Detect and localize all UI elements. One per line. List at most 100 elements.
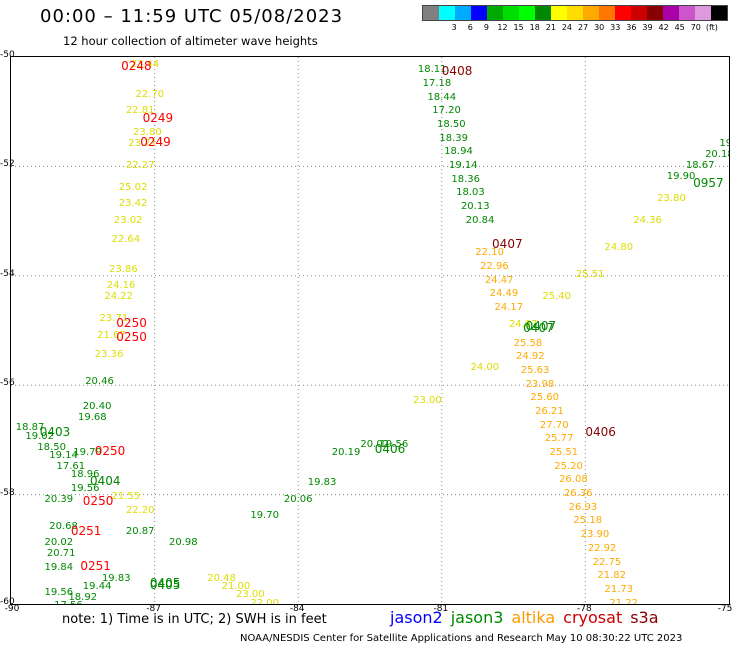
wave-height-label: 19.44 bbox=[82, 581, 112, 593]
latitude-tick-label: -54 bbox=[0, 268, 15, 279]
legend-swatch bbox=[599, 6, 615, 20]
legend-swatch bbox=[583, 6, 599, 20]
wave-height-label: 18.44 bbox=[427, 91, 457, 103]
wave-height-label: 19.56 bbox=[379, 438, 409, 450]
wave-height-label: 18.94 bbox=[444, 146, 473, 158]
satellite-legend-altika: altika bbox=[511, 608, 556, 627]
pass-time-label: 0248 bbox=[121, 58, 152, 73]
color-scale-legend: 3 6 9 12 15 18 21 24 27 30 33 36 39 42 45 70 (ft) bbox=[422, 5, 728, 35]
wave-height-label: 20.87 bbox=[125, 526, 155, 538]
wave-height-label: 26.21 bbox=[535, 406, 564, 418]
satellite-legend-cryosat: cryosat bbox=[563, 608, 623, 627]
legend-swatch bbox=[567, 6, 583, 20]
wave-height-label: 17.56 bbox=[54, 601, 83, 604]
wave-height-label: 19.56 bbox=[44, 586, 74, 598]
pass-time-label: 0250 bbox=[94, 444, 126, 459]
wave-height-label: 22.27 bbox=[125, 159, 155, 171]
wave-height-label: 19.56 bbox=[70, 482, 100, 494]
wave-height-label: 20.84 bbox=[465, 214, 495, 226]
wave-height-label: 17.18 bbox=[422, 77, 452, 89]
wave-height-label: 25.58 bbox=[513, 337, 543, 349]
legend-label: 3 bbox=[451, 23, 457, 32]
wave-height-label: 25.20 bbox=[554, 460, 583, 472]
footer-note: note: 1) Time is in UTC; 2) SWH is in fe… bbox=[62, 612, 327, 627]
wave-height-label: 19.14 bbox=[49, 449, 78, 461]
legend-swatch bbox=[471, 6, 487, 20]
legend-swatch bbox=[711, 6, 727, 20]
latitude-tick-label: -50 bbox=[0, 50, 15, 60]
longitude-tick-label: -90 bbox=[4, 604, 20, 614]
wave-height-label: 21.82 bbox=[597, 570, 626, 582]
wave-height-label: 23.42 bbox=[118, 198, 148, 210]
wave-height-label: 21.55 bbox=[111, 490, 141, 502]
pass-time-label: 0405 bbox=[149, 578, 181, 593]
wave-height-label: 22.20 bbox=[125, 504, 155, 516]
wave-height-label: 23.80 bbox=[657, 192, 686, 204]
legend-label: 24 bbox=[561, 23, 573, 32]
wave-height-label: 25.40 bbox=[542, 291, 571, 303]
legend-label: 15 bbox=[513, 23, 524, 32]
wave-height-label: 20.68 bbox=[49, 520, 78, 532]
satellite-legend-jason2: jason2 bbox=[390, 608, 443, 627]
wave-height-label: 24.92 bbox=[515, 351, 545, 363]
pass-time-label: 0251 bbox=[70, 523, 102, 538]
legend-label: 27 bbox=[577, 23, 589, 32]
wave-height-label: 24.49 bbox=[489, 288, 519, 300]
wave-height-label: 24.47 bbox=[484, 274, 514, 286]
wave-height-label: 19.83 bbox=[101, 572, 131, 584]
legend-label: 12 bbox=[497, 23, 508, 32]
legend-label: 21 bbox=[545, 23, 556, 32]
wave-height-label: 20.06 bbox=[283, 493, 313, 505]
wave-height-label: 19.83 bbox=[307, 477, 337, 489]
legend-label: 42 bbox=[658, 23, 669, 32]
pass-time-label: 0251 bbox=[59, 604, 90, 605]
pass-time-label: 0407 bbox=[525, 318, 557, 333]
legend-swatch bbox=[503, 6, 519, 20]
wave-height-label: 23.36 bbox=[94, 348, 124, 360]
longitude-tick-label: -84 bbox=[289, 604, 305, 614]
wave-height-label: 23.44 bbox=[130, 58, 160, 70]
wave-height-label: 25.63 bbox=[520, 365, 550, 377]
legend-swatch bbox=[615, 6, 631, 20]
pass-time-label: 0406 bbox=[374, 441, 406, 456]
longitude-tick-label: -87 bbox=[146, 604, 161, 614]
pass-time-label: 0405 bbox=[149, 575, 181, 590]
wave-height-label: 23.98 bbox=[525, 378, 555, 390]
wave-height-label: 18.50 bbox=[437, 118, 466, 130]
legend-swatch bbox=[439, 6, 455, 20]
legend-swatch bbox=[455, 6, 471, 20]
wave-height-label: 23.71 bbox=[128, 138, 157, 150]
wave-height-label: 21.00 bbox=[221, 581, 251, 593]
wave-height-label: 22.64 bbox=[111, 233, 141, 245]
legend-label: 36 bbox=[626, 23, 637, 32]
pass-time-label: 0408 bbox=[441, 64, 473, 79]
wave-height-label: 18.11 bbox=[417, 64, 447, 76]
wave-height-label: 17.61 bbox=[56, 460, 86, 472]
wave-height-label: 21.67 bbox=[97, 329, 126, 341]
wave-height-label: 27.70 bbox=[539, 419, 569, 431]
wave-height-label: 18.92 bbox=[68, 592, 98, 604]
legend-swatch bbox=[695, 6, 711, 20]
wave-height-label: 23.00 bbox=[413, 395, 442, 407]
pass-time-label: 0250 bbox=[82, 493, 114, 508]
legend-label: 18 bbox=[529, 23, 540, 32]
wave-height-label: 23.86 bbox=[109, 263, 138, 275]
pass-time-label: 0251 bbox=[80, 559, 111, 574]
wave-height-label: 20.18 bbox=[705, 148, 729, 160]
legend-swatch bbox=[663, 6, 679, 20]
wave-height-label: 22.00 bbox=[250, 597, 279, 605]
pass-time-label: 0406 bbox=[585, 425, 616, 440]
pass-time-label: 0403 bbox=[39, 425, 71, 440]
wave-height-label: 18.87 bbox=[15, 422, 45, 434]
legend-label: 33 bbox=[610, 23, 621, 32]
wave-height-label: 19.70 bbox=[250, 510, 279, 521]
wave-height-label: 21.73 bbox=[604, 583, 634, 595]
wave-height-label: 18.96 bbox=[70, 468, 100, 480]
satellite-legend-jason3: jason3 bbox=[450, 608, 504, 627]
legend-label: (ft) bbox=[705, 23, 718, 32]
wave-height-label: 20.13 bbox=[460, 200, 490, 212]
wave-height-label: 22.10 bbox=[475, 247, 504, 259]
wave-height-label: 20.40 bbox=[82, 400, 112, 412]
pass-time-label: 0250 bbox=[116, 329, 147, 344]
wave-height-label: 25.51 bbox=[549, 447, 579, 459]
